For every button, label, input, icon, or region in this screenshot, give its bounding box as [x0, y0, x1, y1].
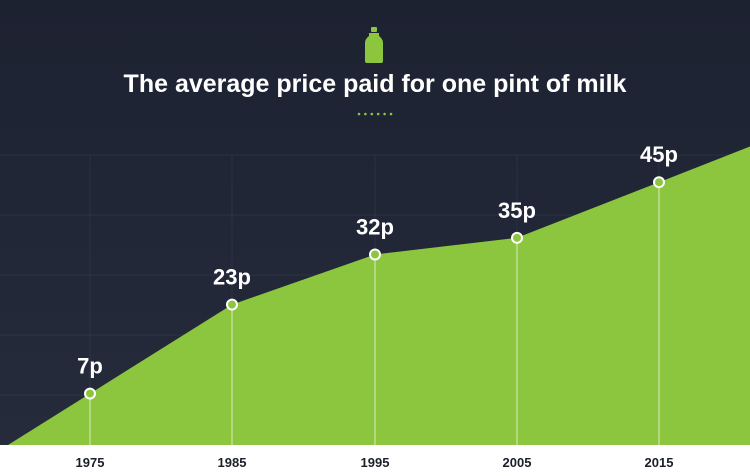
x-tick-label: 1975: [76, 455, 105, 470]
data-point-marker: [226, 298, 238, 311]
divider-dot: [376, 112, 380, 116]
divider-dot: [383, 112, 386, 116]
data-point-marker: [511, 231, 523, 244]
data-label: 35p: [498, 198, 536, 223]
data-point-marker: [369, 248, 381, 261]
x-tick-label: 2005: [503, 455, 532, 470]
data-label: 7p: [77, 354, 103, 379]
divider-dot: [389, 112, 393, 116]
data-label: 23p: [213, 265, 251, 290]
x-tick-labels: 1975 1985 1995 2005 2015: [76, 455, 674, 470]
data-point-marker: [84, 387, 96, 400]
x-tick-label: 1995: [361, 455, 390, 470]
data-label: 32p: [356, 215, 394, 240]
point-markers: [84, 176, 665, 400]
milk-bottle-icon: [365, 27, 383, 63]
point-guides: [89, 182, 660, 445]
title-divider-dots: [357, 112, 393, 116]
divider-dot: [357, 112, 361, 116]
x-tick-label: 2015: [645, 455, 674, 470]
divider-dot: [370, 112, 374, 116]
data-labels: 7p 23p 32p 35p 45p: [77, 142, 678, 378]
data-point-marker: [653, 176, 665, 189]
x-axis-band: [0, 445, 750, 476]
area-series: [0, 146, 750, 450]
divider-dot: [364, 112, 367, 116]
chart-title: The average price paid for one pint of m…: [124, 70, 627, 98]
data-label: 45p: [640, 142, 678, 167]
x-tick-label: 1985: [218, 455, 247, 470]
